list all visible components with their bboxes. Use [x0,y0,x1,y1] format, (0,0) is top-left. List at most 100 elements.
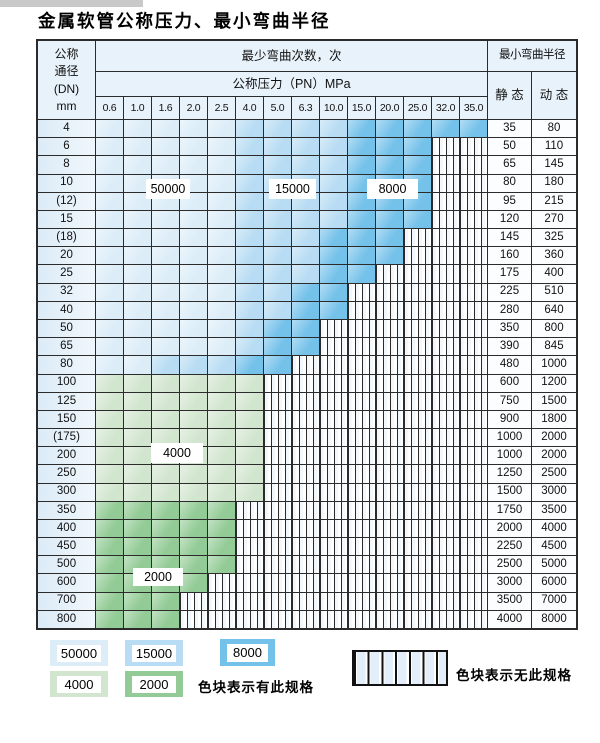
dn-cell: 50 [38,319,95,338]
spec-cell-dn18-pn1.6 [152,229,179,247]
pressure-col-1.6: 1.6 [152,97,179,119]
dn-cell: 6 [38,138,95,156]
spec-cell-dn350-pn1.6 [152,501,179,519]
spec-cell-dn40-pn25.0 [404,301,431,319]
spec-cell-dn500-pn32.0 [432,556,459,574]
spec-cell-dn250-pn5.0 [264,465,291,483]
spec-cell-dn20-pn5.0 [264,247,291,265]
spec-cell-dn4-pn35.0 [460,120,487,138]
spec-cell-dn6-pn15.0 [348,138,375,156]
dynamic-radius-cell: 110 [532,138,576,156]
spec-cell-dn600-pn20.0 [376,574,403,592]
spec-cell-dn15-pn10.0 [320,210,347,229]
spec-cell-dn25-pn2.5 [208,265,235,283]
spec-cell-dn10-pn35.0 [460,174,487,192]
spec-cell-dn250-pn4.0 [236,465,263,483]
spec-cell-dn25-pn5.0 [264,265,291,283]
spec-cell-dn500-pn4.0 [236,556,263,574]
spec-cell-dn175-pn2.5 [208,429,235,447]
spec-cell-dn80-pn5.0 [264,356,291,374]
spec-cell-dn50-pn0.6 [96,319,123,338]
spec-cell-dn8-pn5.0 [264,156,291,174]
spec-cell-dn800-pn35.0 [460,610,487,628]
spec-cell-dn500-pn15.0 [348,556,375,574]
spec-cell-dn125-pn20.0 [376,392,403,410]
spec-cell-dn40-pn15.0 [348,301,375,319]
spec-cell-dn150-pn10.0 [320,410,347,429]
spec-cell-dn18-pn0.6 [96,229,123,247]
spec-cell-dn100-pn20.0 [376,374,403,392]
legend-value-15000: 15000 [132,644,176,662]
spec-cell-dn175-pn2.0 [180,429,207,447]
spec-cell-dn18-pn25.0 [404,229,431,247]
spec-cell-dn50-pn35.0 [460,319,487,338]
legend-no-spec-swatch [352,650,448,686]
dn-cell: (175) [38,429,95,447]
scan-edge-strip [0,0,143,7]
dynamic-radius-cell: 1500 [532,392,576,410]
static-radius-cell: 2500 [488,556,531,574]
spec-cell-dn200-pn0.6 [96,447,123,465]
spec-cell-dn65-pn32.0 [432,338,459,356]
spec-cell-dn80-pn20.0 [376,356,403,374]
spec-cell-dn50-pn10.0 [320,319,347,338]
dn-cell: 80 [38,356,95,374]
spec-cell-dn6-pn20.0 [376,138,403,156]
pressure-col-1.0: 1.0 [124,97,151,119]
spec-cell-dn100-pn1.0 [124,374,151,392]
dynamic-radius-cell: 80 [532,120,576,138]
spec-cell-dn25-pn35.0 [460,265,487,283]
spec-cell-dn150-pn20.0 [376,410,403,429]
spec-cell-dn32-pn10.0 [320,283,347,301]
spec-table: 公称 通径 (DN) mm 最少弯曲次数，次 最小弯曲半径 公称压力（PN）MPa 静 态动 … [36,39,578,630]
dynamic-radius-cell: 845 [532,338,576,356]
spec-cell-dn125-pn25.0 [404,392,431,410]
spec-cell-dn125-pn2.0 [180,392,207,410]
spec-cell-dn300-pn10.0 [320,483,347,501]
dynamic-radius-cell: 7000 [532,592,576,610]
spec-cell-dn450-pn35.0 [460,538,487,556]
spec-cell-dn100-pn32.0 [432,374,459,392]
spec-cell-dn12-pn32.0 [432,192,459,210]
spec-cell-dn125-pn4.0 [236,392,263,410]
spec-cell-dn450-pn1.6 [152,538,179,556]
static-radius-cell: 65 [488,156,531,174]
spec-cell-dn4-pn25.0 [404,120,431,138]
spec-cell-dn250-pn20.0 [376,465,403,483]
spec-cell-dn80-pn32.0 [432,356,459,374]
dn-cell: 300 [38,483,95,501]
spec-cell-dn250-pn15.0 [348,465,375,483]
spec-cell-dn400-pn10.0 [320,519,347,538]
spec-cell-dn450-pn0.6 [96,538,123,556]
spec-cell-dn65-pn15.0 [348,338,375,356]
dn-cell: 250 [38,465,95,483]
spec-cell-dn350-pn1.0 [124,501,151,519]
spec-cell-dn300-pn2.5 [208,483,235,501]
spec-cell-dn700-pn6.3 [292,592,319,610]
spec-cell-dn150-pn5.0 [264,410,291,429]
spec-cell-dn65-pn35.0 [460,338,487,356]
spec-cell-dn15-pn4.0 [236,210,263,229]
spec-cell-dn40-pn32.0 [432,301,459,319]
spec-cell-dn175-pn1.6 [152,429,179,447]
spec-cell-dn80-pn6.3 [292,356,319,374]
spec-cell-dn350-pn6.3 [292,501,319,519]
spec-cell-dn450-pn10.0 [320,538,347,556]
dynamic-radius-cell: 800 [532,319,576,338]
spec-cell-dn4-pn2.5 [208,120,235,138]
spec-cell-dn4-pn32.0 [432,120,459,138]
spec-cell-dn300-pn1.6 [152,483,179,501]
static-radius-cell: 2000 [488,519,531,538]
spec-cell-dn300-pn32.0 [432,483,459,501]
spec-cell-dn500-pn35.0 [460,556,487,574]
static-radius-cell: 3000 [488,574,531,592]
pressure-col-32.0: 32.0 [432,97,459,119]
spec-cell-dn80-pn2.5 [208,356,235,374]
dn-cell: 8 [38,156,95,174]
dn-cell: 32 [38,283,95,301]
spec-cell-dn100-pn1.6 [152,374,179,392]
spec-cell-dn300-pn20.0 [376,483,403,501]
spec-cell-dn50-pn6.3 [292,319,319,338]
spec-cell-dn450-pn20.0 [376,538,403,556]
spec-cell-dn12-pn2.5 [208,192,235,210]
